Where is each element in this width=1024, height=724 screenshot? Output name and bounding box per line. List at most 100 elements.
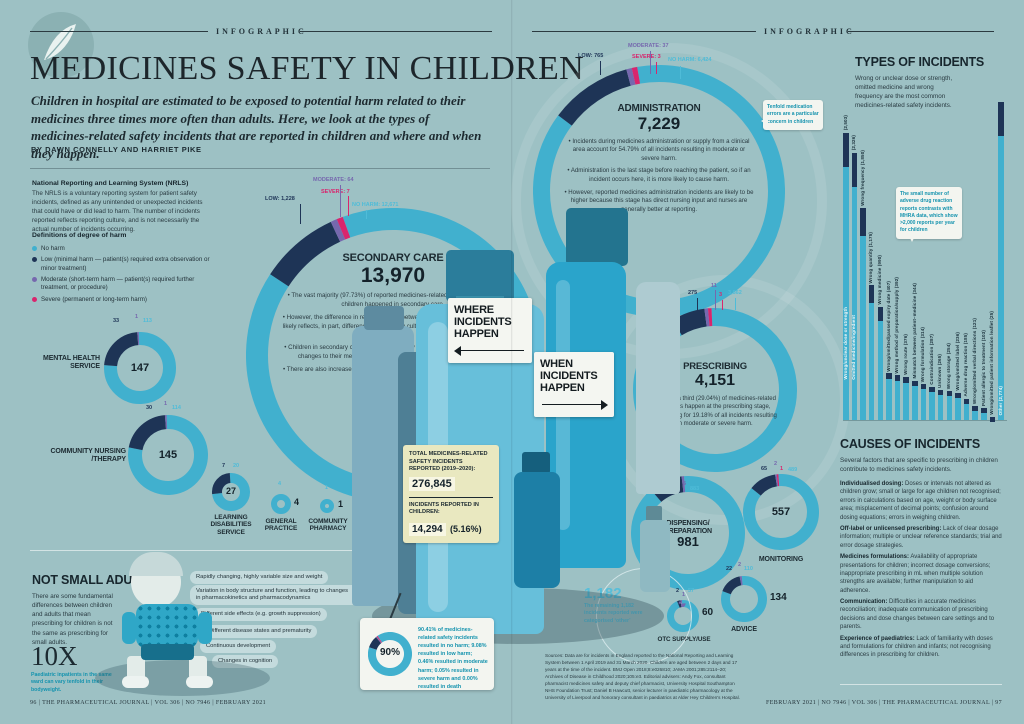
bar-cap xyxy=(981,408,987,414)
header-rule xyxy=(532,31,756,32)
donut-title: PRESCRIBING xyxy=(683,361,747,372)
other-value: 1,182 xyxy=(584,585,622,602)
donut-value: 981 xyxy=(677,534,699,550)
callout-no-harm: 113 xyxy=(143,318,152,324)
callout-no-harm: NO HARM: 6,424 xyxy=(668,57,712,63)
donut-title: COMMUNITY NURSING /THERAPY xyxy=(50,448,126,464)
bar-label: Wrong quantity (1,175) xyxy=(868,231,874,284)
header-label-right: INFOGRAPHIC xyxy=(764,27,855,36)
callout-no-harm: 110 xyxy=(744,566,753,572)
difference-pill: Changes in cognition xyxy=(212,655,279,668)
child-leg xyxy=(127,656,145,680)
harm-legend: Definitions of degree of harm No harm Lo… xyxy=(32,232,217,307)
callout-low: 33 xyxy=(113,318,120,324)
bar-adverse-drug-reaction xyxy=(963,398,970,420)
cause-desc: Availability of appropriate presentation… xyxy=(840,554,991,594)
callout-tick xyxy=(715,290,716,310)
bar-wrong-formulation xyxy=(920,384,927,420)
callout-low: 7 xyxy=(222,463,226,469)
bar-label: Wrong frequency (1,850) xyxy=(859,150,865,206)
learning-disabilities-donut xyxy=(212,473,250,511)
overall_outcomes-ring xyxy=(368,632,412,676)
cause-term: Experience of paediatrics: xyxy=(840,635,915,642)
callout-low: 65 xyxy=(761,466,768,472)
donut-title: MENTAL HEALTH SERVICE xyxy=(42,355,100,371)
totals-box: TOTAL MEDICINES-RELATED SAFETY INCIDENTS… xyxy=(403,445,499,543)
callout-low: 22 xyxy=(726,566,733,572)
bar-wrong-omitted-patient-information-leaflet xyxy=(989,417,996,422)
bar-cap xyxy=(877,306,884,322)
bar-cap xyxy=(989,417,996,422)
callout-tick xyxy=(600,61,601,75)
cause-desc: Lack of clear dosage information; multip… xyxy=(840,525,1002,549)
legend-label: Moderate (short-term harm — patient(s) r… xyxy=(41,275,195,292)
totals-value1: 276,845 xyxy=(409,476,455,491)
bar-wrong-frequency xyxy=(860,207,866,420)
general-practice-donut xyxy=(271,494,291,514)
bar-cap xyxy=(998,102,1004,136)
cause-desc: Lack of familiarity with doses and formu… xyxy=(840,635,993,659)
donut-title: MONITORING xyxy=(758,556,804,563)
bullet: Incidents during medicines administratio… xyxy=(563,138,755,164)
bottle-cap-icon xyxy=(364,306,404,330)
bar-wrong-quantity xyxy=(868,285,875,420)
severe-dot-icon xyxy=(32,296,37,302)
legend-item-moderate: Moderate (short-term harm — patient(s) r… xyxy=(32,276,217,293)
difference-pill: Rapidly changing, highly variable size a… xyxy=(190,571,329,584)
callout-low: 30 xyxy=(146,405,153,411)
child-arm xyxy=(122,612,136,644)
bar-label: Wrong method of preparation/supply (392) xyxy=(894,276,900,374)
bar-cap xyxy=(929,387,935,393)
segment-moderate xyxy=(631,476,745,590)
callout-no-harm: 1 xyxy=(325,485,329,491)
cause-item: Individualised dosing: Doses or interval… xyxy=(840,480,1002,522)
totals-line2: INCIDENTS REPORTED IN CHILDREN: xyxy=(409,501,479,516)
sign-text: WHEN INCIDENTS HAPPEN xyxy=(540,358,598,394)
dispensing_preparation-ring xyxy=(631,476,745,590)
legend-label: Low (minimal harm — patient(s) required … xyxy=(41,256,210,272)
child-shirt xyxy=(136,604,198,648)
totals-value2-row: 14,294 (5.16%) xyxy=(409,519,493,537)
bullet: However, reported medicines administrati… xyxy=(563,189,755,215)
legend-item-no-harm: No harm xyxy=(32,245,217,253)
callout-no-harm: 3,862 xyxy=(728,290,742,296)
legend-label: Severe (permanent or long-term harm) xyxy=(41,295,147,303)
sign-text: WHERE INCIDENTS HAPPEN xyxy=(454,304,512,340)
callout-no-harm: 57 xyxy=(688,588,695,594)
donut-title: LEARNING DISABILITIES SERVICE xyxy=(210,514,252,536)
types-heading: TYPES OF INCIDENTS xyxy=(855,55,985,69)
divider xyxy=(30,168,490,169)
header-rule xyxy=(848,31,994,32)
tenfold-stat: 10X xyxy=(31,641,78,671)
callout-no-harm: 489 xyxy=(788,467,798,473)
donut-value: 60 xyxy=(702,607,714,618)
bottle-back-right xyxy=(636,282,680,494)
segment-no_harm xyxy=(320,499,334,513)
bar-cap xyxy=(955,392,961,398)
child-hair xyxy=(129,552,183,576)
footer-right: FEBRUARY 2021 | NO 7946 | VOL 306 | THE … xyxy=(765,700,1002,706)
bottle-cap-icon xyxy=(566,208,628,266)
donut-title: DISPENSING/ PREPARATION xyxy=(664,520,712,535)
child-shadow xyxy=(95,660,270,696)
chart-baseline xyxy=(843,420,1007,421)
low-dot-icon xyxy=(32,257,37,263)
no-harm-dot-icon xyxy=(32,245,37,251)
bottle-tiny xyxy=(640,520,670,592)
difference-pill: Continuous development xyxy=(200,640,277,653)
other-caption: The remaining 1,182 incidents reported w… xyxy=(584,603,643,624)
bar-label: (2,326) xyxy=(851,135,857,151)
bar-cap xyxy=(903,376,909,383)
cause-term: Individualised dosing: xyxy=(840,481,904,487)
callout-moderate: 2 xyxy=(774,461,778,467)
bar-cap xyxy=(946,390,953,396)
cause-term: Medicines formulations: xyxy=(840,554,910,561)
bar-wrong-route xyxy=(903,376,909,420)
cause-term: Off-label or unlicensed prescribing: xyxy=(840,525,942,532)
donut-title: COMMUNITY PHARMACY xyxy=(308,518,348,533)
donut-value: 557 xyxy=(771,506,791,518)
callout-no-harm: 4 xyxy=(278,481,282,487)
bottle-cap-icon xyxy=(522,452,550,474)
child-leg xyxy=(189,656,207,680)
bottle-cap-icon xyxy=(446,250,514,302)
